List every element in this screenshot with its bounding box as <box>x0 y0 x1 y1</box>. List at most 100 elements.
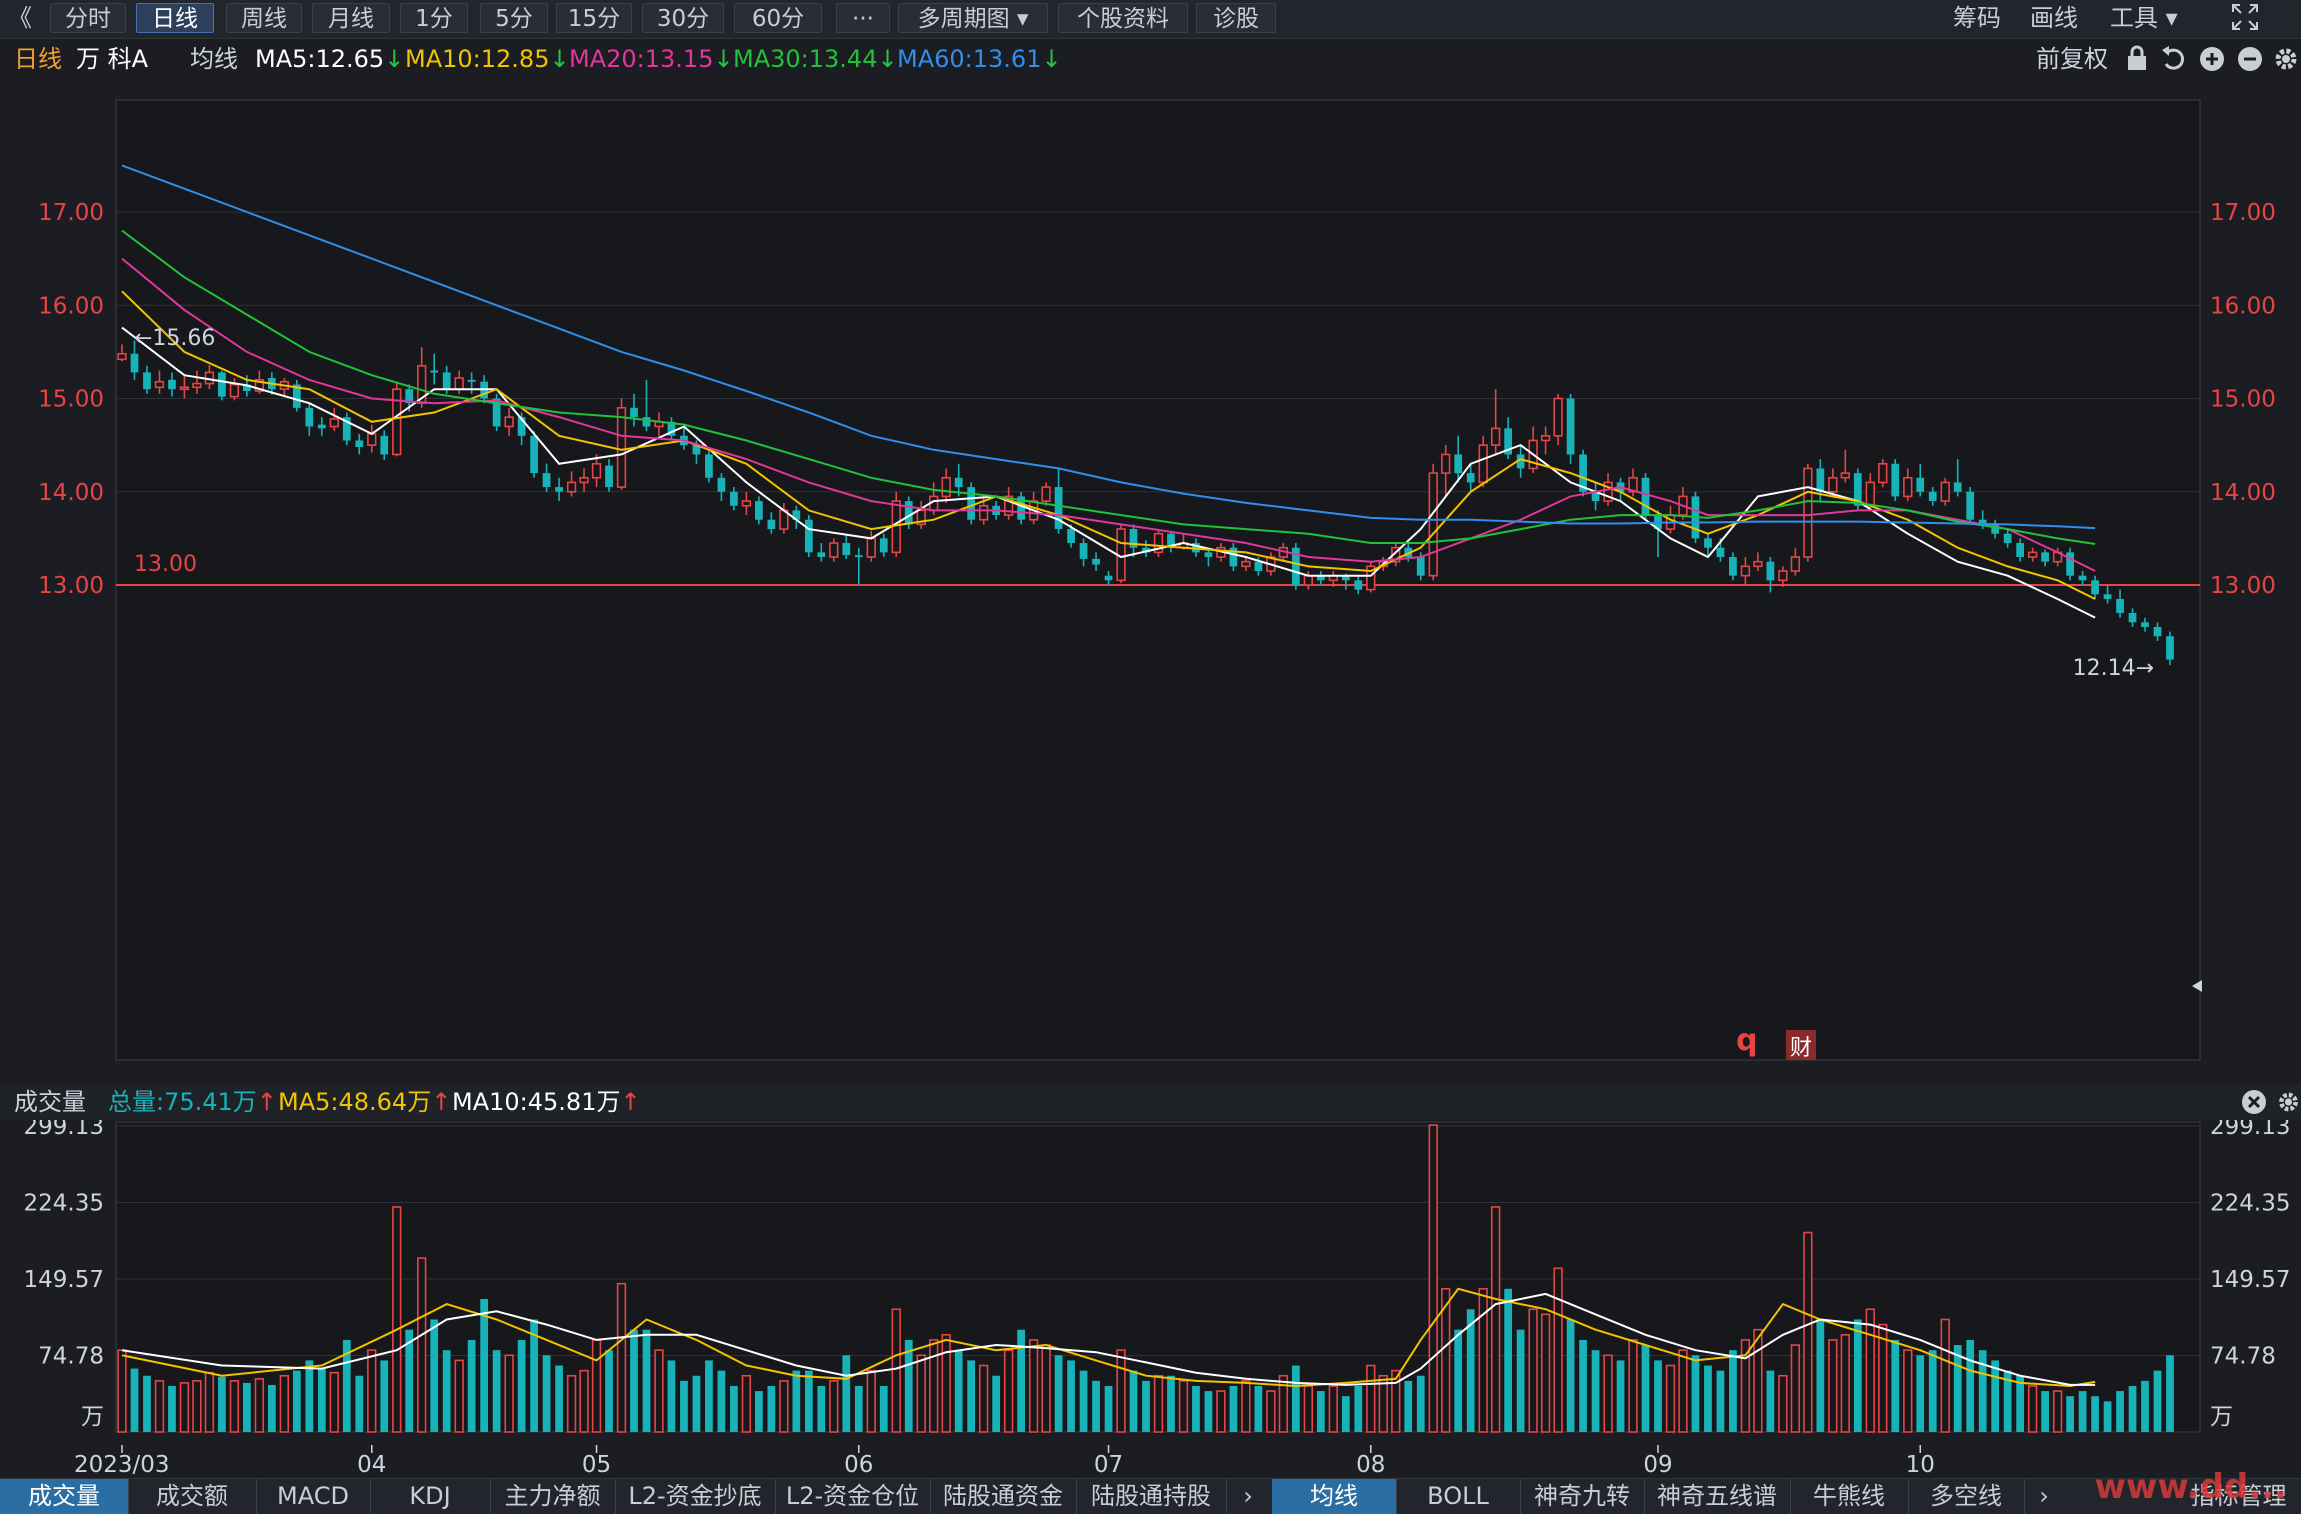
close-icon[interactable] <box>2240 1088 2268 1126</box>
volume-bar <box>2052 1390 2063 1433</box>
overlay-tab-0[interactable]: 均线 <box>1272 1479 1397 1514</box>
volume-bar <box>1891 1339 1900 1432</box>
more-periods-button[interactable]: ··· <box>836 3 890 33</box>
lock-icon[interactable] <box>2124 44 2150 85</box>
gear-icon[interactable] <box>2272 44 2300 85</box>
candle-body <box>504 416 514 428</box>
period-tab-2[interactable]: 周线 <box>226 3 302 33</box>
volume-bar <box>2103 1401 2112 1432</box>
tools-button[interactable]: 工具 ▾ <box>2110 3 2178 33</box>
zoom-out-icon[interactable] <box>2236 44 2264 85</box>
volume-bar <box>904 1339 913 1432</box>
price-axis-label-right: 13.00 <box>2210 573 2276 599</box>
chevron-right-icon[interactable]: › <box>1243 1482 1253 1510</box>
candle <box>1204 547 1213 567</box>
period-tab-3[interactable]: 月线 <box>312 3 390 33</box>
period-tab-0[interactable]: 分时 <box>50 3 126 33</box>
volume-bar <box>1017 1329 1025 1432</box>
volume-bar <box>1316 1391 1325 1432</box>
indicator-tab-1[interactable]: 成交额 <box>128 1479 257 1514</box>
candle-body <box>1153 532 1164 554</box>
period-tab-4[interactable]: 1分 <box>400 3 468 33</box>
volume-bar <box>1729 1350 1737 1432</box>
volume-bar <box>1266 1390 1276 1433</box>
volume-bar <box>1490 1206 1501 1433</box>
zoom-in-icon[interactable] <box>2198 44 2226 85</box>
volume-bar <box>1516 1329 1525 1432</box>
volume-chart[interactable]: 299.13 299.13 224.35 224.35 149.57 149.57 74.7… <box>0 1120 2301 1445</box>
indicator-tab-3[interactable]: KDJ <box>370 1479 491 1514</box>
candle-body <box>1853 473 1862 506</box>
diagnose-button[interactable]: 诊股 <box>1196 3 1276 33</box>
volume-bar <box>179 1382 190 1433</box>
candlestick-chart[interactable]: 17.00 17.00 16.00 16.00 15.00 15.00 14.00 14.00… <box>0 80 2301 1082</box>
volume-bar <box>579 1369 589 1433</box>
adjust-mode-label[interactable]: 前复权 <box>2036 45 2108 73</box>
ma10-line <box>121 290 2096 600</box>
stock-info-button[interactable]: 个股资料 <box>1058 3 1188 33</box>
volume-bar <box>692 1375 701 1432</box>
volume-bar <box>929 1339 939 1433</box>
candle-body <box>1303 574 1314 586</box>
indicator-tab-6[interactable]: L2-资金仓位 <box>775 1479 931 1514</box>
volume-bar <box>1428 1124 1438 1433</box>
volume-bar <box>1466 1309 1475 1432</box>
period-tab-8[interactable]: 60分 <box>734 3 822 33</box>
candle-body <box>667 421 676 436</box>
candle-body <box>1928 491 1937 502</box>
indicator-tab-2[interactable]: MACD <box>256 1479 371 1514</box>
overlay-tab-5[interactable]: 多空线 <box>1908 1479 2025 1514</box>
down-arrow-icon: ↓ <box>549 45 570 73</box>
candle <box>1878 459 1888 488</box>
candle <box>967 482 976 525</box>
indicator-manage-button[interactable]: 指标管理 <box>2190 1482 2287 1510</box>
overlay-tab-1[interactable]: BOLL <box>1396 1479 1521 1514</box>
chips-button[interactable]: 筹码 <box>1953 4 2001 32</box>
candle-body <box>579 476 589 484</box>
ma-indicator-label[interactable]: 均线 <box>190 45 238 73</box>
candle <box>1504 417 1513 460</box>
overlay-tab-3[interactable]: 神奇五线谱 <box>1644 1479 1791 1514</box>
volume-bar <box>642 1329 651 1432</box>
candle <box>829 538 839 562</box>
volume-bar <box>605 1350 613 1432</box>
candle <box>1291 543 1300 590</box>
candle-body <box>705 454 713 478</box>
volume-bar <box>417 1257 427 1433</box>
indicator-tab-7[interactable]: 陆股通资金 <box>930 1479 1077 1514</box>
candle-body <box>467 379 476 382</box>
gear-icon[interactable] <box>2276 1088 2301 1126</box>
indicator-tab-5[interactable]: L2-资金抄底 <box>615 1479 776 1514</box>
back-button[interactable]: 《 <box>8 4 32 32</box>
undo-icon[interactable] <box>2160 44 2188 85</box>
candle <box>1490 389 1501 455</box>
volume-bar <box>866 1369 876 1433</box>
indicator-tab-8[interactable]: 陆股通持股 <box>1076 1479 1227 1514</box>
period-tab-1[interactable]: 日线 <box>136 3 214 33</box>
volume-ma5: MA5:48.64万↑ <box>278 1084 451 1120</box>
draw-line-button[interactable]: 画线 <box>2030 4 2078 32</box>
overlay-tab-4[interactable]: 牛熊线 <box>1790 1479 1909 1514</box>
candle-body <box>192 382 202 389</box>
indicator-tab-0[interactable]: 成交量 <box>0 1479 129 1514</box>
volume-bar <box>2153 1370 2162 1432</box>
candle-body <box>2116 598 2124 613</box>
candle <box>1753 552 1763 572</box>
candle-body <box>130 353 139 373</box>
multi-period-chart-button[interactable]: 多周期图 ▾ <box>898 3 1048 33</box>
volume-bar <box>1142 1380 1150 1432</box>
fullscreen-icon[interactable] <box>2230 2 2260 32</box>
candle-body <box>1341 575 1350 581</box>
candle-body <box>2166 636 2174 660</box>
candle-body <box>741 500 752 507</box>
volume-bar <box>1878 1323 1888 1433</box>
candle <box>1778 566 1788 587</box>
period-tab-6[interactable]: 15分 <box>556 3 632 33</box>
period-tab-7[interactable]: 30分 <box>642 3 724 33</box>
chevron-right-icon[interactable]: › <box>2039 1482 2049 1510</box>
period-tab-5[interactable]: 5分 <box>480 3 548 33</box>
overlay-tab-2[interactable]: 神奇九转 <box>1520 1479 1645 1514</box>
price-axis-label-right: 14.00 <box>2210 480 2276 506</box>
indicator-tab-4[interactable]: 主力净额 <box>490 1479 616 1514</box>
candle-body <box>1241 560 1251 568</box>
